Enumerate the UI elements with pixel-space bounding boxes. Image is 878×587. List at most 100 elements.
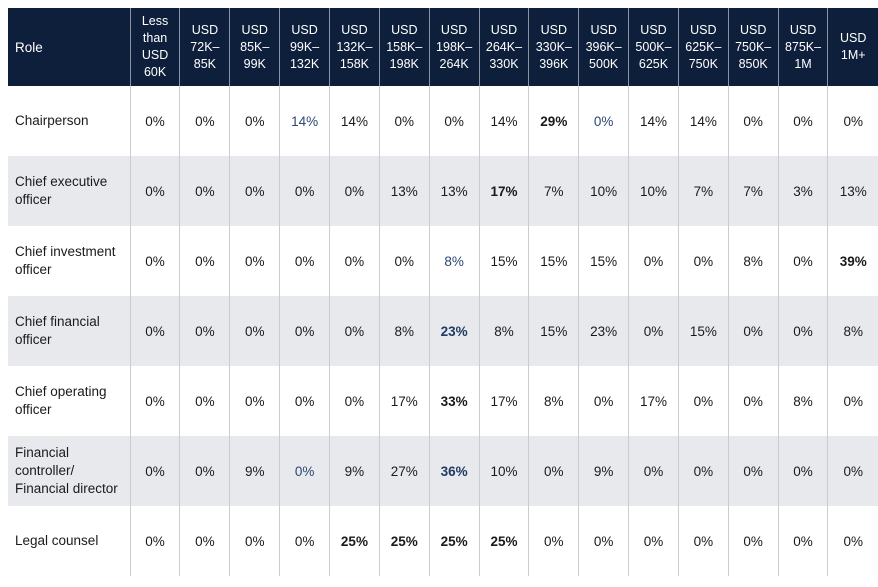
percentage-cell: 0% [578, 366, 629, 436]
percentage-cell: 15% [578, 226, 629, 296]
table-header-row: Role Less than USD 60K USD 72K–85K USD 85K–… [8, 8, 878, 86]
percentage-cell: 0% [179, 296, 230, 366]
column-header-salary-band: USD 198K–264K [428, 8, 480, 86]
percentage-cell: 0% [677, 436, 729, 506]
table-row: Chief executive officer 0% 0% 0% 0% 0% 13% 13% 1… [8, 156, 878, 226]
percentage-cell: 0% [279, 156, 330, 226]
role-cell: Financial controller/ Financial director [8, 436, 131, 506]
percentage-cell: 0% [229, 506, 280, 576]
percentage-cell: 0% [578, 506, 629, 576]
percentage-cell: 0% [179, 436, 230, 506]
column-header-salary-band: USD 500K–625K [628, 8, 679, 86]
percentage-cell: 9% [229, 436, 280, 506]
percentage-cell: 0% [777, 86, 828, 156]
percentage-cell: 39% [827, 226, 878, 296]
percentage-cell: 7% [528, 156, 579, 226]
percentage-cell: 10% [628, 156, 679, 226]
table-row: Chief financial officer 0% 0% 0% 0% 0% 8% 23% 8%… [8, 296, 878, 366]
role-cell: Chairperson [15, 113, 89, 128]
percentage-cell: 0% [827, 86, 878, 156]
percentage-cell: 0% [229, 226, 280, 296]
percentage-cell: 0% [677, 366, 729, 436]
column-header-salary-band: USD 264K–330K [478, 8, 529, 86]
percentage-cell: 0% [129, 86, 180, 156]
percentage-cell: 15% [528, 296, 579, 366]
percentage-cell: 0% [777, 226, 828, 296]
percentage-cell: 8% [727, 226, 779, 296]
percentage-cell: 10% [478, 436, 529, 506]
percentage-cell: 0% [179, 506, 230, 576]
percentage-cell: 13% [428, 156, 480, 226]
table-row: Chairperson 0% 0% 0% 14% 14% 0% 0% 14% 29% 0% 14% 14… [8, 86, 878, 156]
percentage-cell: 0% [129, 436, 180, 506]
percentage-cell: 0% [628, 436, 679, 506]
table-row: Financial controller/ Financial director… [8, 436, 878, 506]
column-header-salary-band: USD 99K–132K [279, 8, 330, 86]
percentage-cell: 0% [129, 226, 180, 296]
percentage-cell: 3% [777, 156, 828, 226]
percentage-cell: 0% [677, 506, 729, 576]
percentage-cell: 27% [378, 436, 430, 506]
percentage-cell: 0% [378, 226, 430, 296]
percentage-cell: 0% [727, 296, 779, 366]
percentage-cell: 0% [279, 506, 330, 576]
role-cell: Chief executive officer [8, 156, 131, 226]
column-header-salary-band: USD 85K–99K [229, 8, 280, 86]
percentage-cell: 0% [628, 506, 679, 576]
percentage-cell: 0% [229, 86, 280, 156]
table-body: Chairperson 0% 0% 0% 14% 14% 0% 0% 14% 29% 0% 14% 14… [8, 86, 878, 576]
percentage-cell: 23% [428, 296, 480, 366]
compensation-table: Role Less than USD 60K USD 72K–85K USD 85K–… [8, 8, 878, 576]
percentage-cell: 25% [378, 506, 430, 576]
column-header-salary-band: USD 1M+ [827, 8, 878, 86]
percentage-cell: 9% [329, 436, 380, 506]
percentage-cell: 8% [428, 226, 480, 296]
column-header-salary-band: USD 132K–158K [329, 8, 380, 86]
percentage-cell: 13% [378, 156, 430, 226]
role-cell: Legal counsel [15, 533, 99, 548]
percentage-cell: 0% [727, 366, 779, 436]
role-cell: Chief investment officer [15, 244, 116, 277]
percentage-cell: 17% [628, 366, 679, 436]
percentage-cell: 0% [279, 436, 330, 506]
column-header-role: Role [8, 8, 131, 86]
percentage-cell: 0% [229, 156, 280, 226]
percentage-cell: 0% [528, 436, 579, 506]
percentage-cell: 13% [827, 156, 878, 226]
percentage-cell: 14% [628, 86, 679, 156]
percentage-cell: 0% [378, 86, 430, 156]
role-cell: Chief operating officer [15, 384, 107, 417]
percentage-cell: 0% [777, 296, 828, 366]
percentage-cell: 0% [129, 296, 180, 366]
column-header-salary-band: USD 396K–500K [578, 8, 629, 86]
percentage-cell: 0% [528, 506, 579, 576]
column-header-salary-band: USD 158K–198K [378, 8, 430, 86]
role-cell: Chief financial officer [8, 296, 131, 366]
percentage-cell: 25% [329, 506, 380, 576]
percentage-cell: 17% [478, 156, 529, 226]
percentage-cell: 0% [129, 366, 180, 436]
percentage-cell: 0% [727, 436, 779, 506]
percentage-cell: 0% [129, 506, 180, 576]
percentage-cell: 25% [478, 506, 529, 576]
percentage-cell: 36% [428, 436, 480, 506]
percentage-cell: 14% [677, 86, 729, 156]
table-row: Legal counsel 0% 0% 0% 0% 25% 25% 25% 25% 0% 0% 0% 0… [8, 506, 878, 576]
percentage-cell: 14% [478, 86, 529, 156]
column-header-salary-band: Less than USD 60K [129, 8, 180, 86]
percentage-cell: 0% [229, 366, 280, 436]
percentage-cell: 0% [179, 366, 230, 436]
percentage-cell: 10% [578, 156, 629, 226]
percentage-cell: 29% [528, 86, 579, 156]
percentage-cell: 0% [179, 156, 230, 226]
percentage-cell: 7% [677, 156, 729, 226]
column-header-salary-band: USD 72K–85K [179, 8, 230, 86]
percentage-cell: 33% [428, 366, 480, 436]
percentage-cell: 0% [179, 226, 230, 296]
percentage-cell: 0% [279, 296, 330, 366]
percentage-cell: 0% [727, 86, 779, 156]
percentage-cell: 15% [528, 226, 579, 296]
percentage-cell: 0% [628, 226, 679, 296]
percentage-cell: 0% [129, 156, 180, 226]
percentage-cell: 8% [478, 296, 529, 366]
